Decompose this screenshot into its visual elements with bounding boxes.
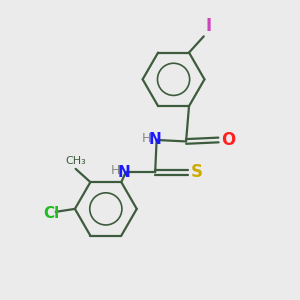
Text: O: O	[221, 131, 236, 149]
Text: N: N	[149, 133, 161, 148]
Text: H: H	[142, 132, 151, 145]
Text: Cl: Cl	[43, 206, 59, 221]
Text: I: I	[205, 17, 211, 35]
Text: CH₃: CH₃	[65, 156, 86, 166]
Text: N: N	[118, 165, 130, 180]
Text: S: S	[190, 164, 202, 181]
Text: H: H	[111, 164, 120, 177]
